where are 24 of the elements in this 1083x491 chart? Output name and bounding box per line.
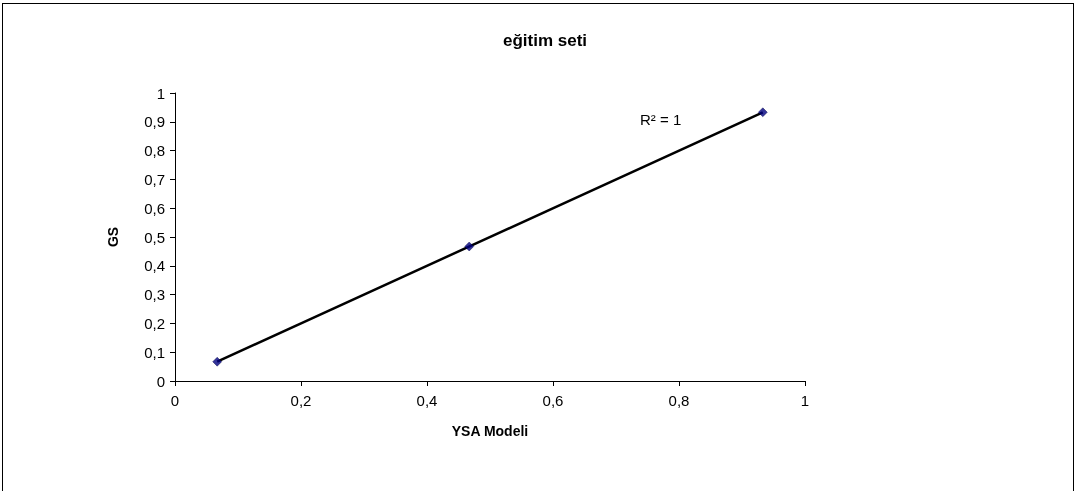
x-axis-title: YSA Modeli xyxy=(451,423,529,439)
y-tick-label: 0,7 xyxy=(144,170,165,188)
y-tick-label: 0,5 xyxy=(144,228,165,246)
y-tick-label: 0,1 xyxy=(144,343,165,361)
x-tick-label: 0,2 xyxy=(290,392,312,409)
y-tick-label: 1 xyxy=(156,84,165,102)
x-tick-label: 0,4 xyxy=(416,392,438,409)
y-tick-label: 0,4 xyxy=(144,257,165,275)
x-tick-label: 0 xyxy=(170,392,180,409)
x-tick-label: 0,8 xyxy=(668,392,690,409)
point xyxy=(212,356,222,367)
y-tick-label: 0,6 xyxy=(144,199,165,217)
y-tick-label: 0,3 xyxy=(144,286,165,304)
x-tick-label: 0,6 xyxy=(542,392,564,409)
point xyxy=(464,241,474,252)
y-tick-label: 0,8 xyxy=(144,142,165,160)
y-tick-label: 0,2 xyxy=(144,314,165,332)
y-tick-label: 0,9 xyxy=(144,113,165,131)
chart-title: eğitim seti xyxy=(502,31,588,50)
x-tick-label: 1 xyxy=(800,392,810,409)
y-tick-label: 0 xyxy=(156,372,165,390)
annotation: R² = 1 xyxy=(640,111,682,128)
y-axis-title: GS xyxy=(105,226,121,248)
point xyxy=(758,107,768,118)
